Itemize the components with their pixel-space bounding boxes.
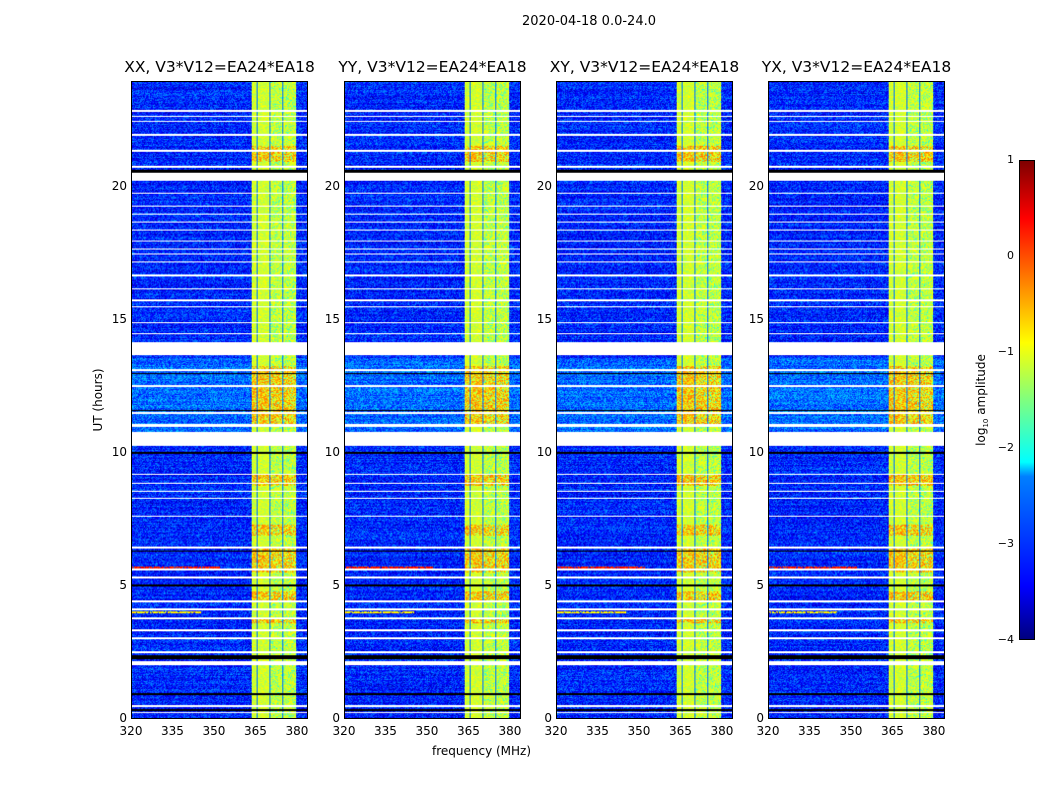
x-tick-label: 365: [669, 724, 692, 738]
heatmap-image: [557, 82, 732, 718]
y-tick-label: 20: [111, 179, 127, 194]
y-tick-label: 5: [544, 578, 552, 593]
colorbar-tick-label: −3: [997, 537, 1014, 550]
x-tick-label: 320: [544, 724, 568, 738]
colorbar: [1019, 160, 1035, 640]
waterfall-panel: [556, 81, 733, 719]
y-tick-label: 20: [536, 179, 552, 194]
x-tick-label: 320: [332, 724, 356, 738]
x-tick-label: 365: [457, 724, 480, 738]
x-tick-label: 380: [498, 724, 522, 738]
x-tick-label: 335: [798, 724, 821, 738]
x-tick-label: 320: [756, 724, 780, 738]
x-tick-label: 365: [244, 724, 267, 738]
y-tick-label: 10: [111, 445, 127, 460]
panel-title: XX, V3*V12=EA24*EA18: [124, 58, 315, 76]
y-tick-label: 5: [332, 578, 340, 593]
x-tick-label: 365: [881, 724, 904, 738]
x-tick-label: 335: [161, 724, 184, 738]
x-tick-label: 350: [839, 724, 863, 738]
y-tick-label: 0: [756, 711, 764, 725]
x-tick-label: 335: [586, 724, 609, 738]
x-tick-label: 320: [119, 724, 143, 738]
x-tick-label: 380: [710, 724, 734, 738]
colorbar-tick-label: 1: [1007, 153, 1014, 166]
heatmap-image: [132, 82, 307, 718]
y-tick-label: 20: [748, 179, 764, 194]
colorbar-tick-label: 0: [1007, 249, 1014, 262]
y-tick-label: 10: [748, 445, 764, 460]
waterfall-panel: [131, 81, 308, 719]
x-axis-label: frequency (MHz): [432, 744, 532, 758]
x-tick-label: 335: [374, 724, 397, 738]
waterfall-panel: [344, 81, 521, 719]
y-tick-label: 5: [756, 578, 764, 593]
y-tick-label: 0: [544, 711, 552, 725]
y-tick-label: 15: [324, 312, 340, 327]
y-tick-label: 15: [111, 312, 127, 327]
x-tick-label: 350: [627, 724, 651, 738]
waterfall-panel: [768, 81, 945, 719]
colorbar-label: log10 amplitude: [973, 354, 991, 446]
y-tick-label: 20: [324, 179, 340, 194]
heatmap-image: [345, 82, 520, 718]
panel-title: YX, V3*V12=EA24*EA18: [761, 58, 952, 76]
y-tick-label: 0: [332, 711, 340, 725]
y-tick-label: 10: [536, 445, 552, 460]
y-tick-label: 5: [119, 578, 127, 593]
y-tick-label: 15: [536, 312, 552, 327]
panel-title: XY, V3*V12=EA24*EA18: [549, 58, 740, 76]
x-tick-label: 380: [285, 724, 309, 738]
y-tick-label: 0: [119, 711, 127, 725]
panel-title: YY, V3*V12=EA24*EA18: [338, 58, 527, 76]
x-tick-label: 350: [415, 724, 439, 738]
colorbar-tick-label: −4: [997, 633, 1014, 646]
colorbar-tick-label: −2: [997, 441, 1014, 454]
heatmap-image: [769, 82, 944, 718]
figure-title: 2020-04-18 0.0-24.0: [522, 14, 656, 29]
colorbar-tick-label: −1: [997, 345, 1014, 358]
x-tick-label: 350: [202, 724, 226, 738]
y-axis-label: UT (hours): [91, 368, 105, 432]
y-tick-label: 10: [324, 445, 340, 460]
x-tick-label: 380: [922, 724, 946, 738]
y-tick-label: 15: [748, 312, 764, 327]
